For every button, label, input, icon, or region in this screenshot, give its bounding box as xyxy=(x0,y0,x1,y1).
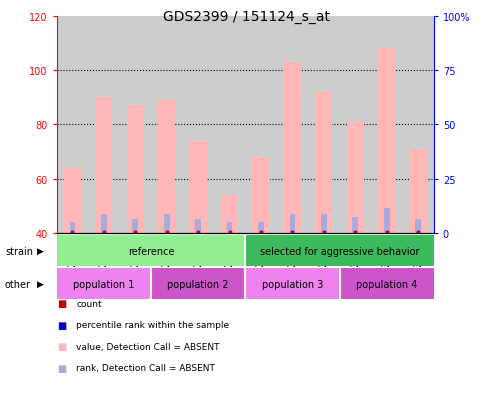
Bar xyxy=(95,98,112,233)
Bar xyxy=(340,268,434,299)
Bar xyxy=(308,17,340,233)
Bar xyxy=(214,17,246,233)
Bar xyxy=(189,141,207,233)
Bar xyxy=(158,100,176,233)
Bar xyxy=(315,93,332,233)
Bar xyxy=(57,17,88,233)
Bar xyxy=(101,214,106,233)
Bar xyxy=(321,214,327,233)
Text: GDS2399 / 151124_s_at: GDS2399 / 151124_s_at xyxy=(163,10,330,24)
Bar xyxy=(258,223,264,233)
Bar xyxy=(70,223,75,233)
Bar xyxy=(164,214,170,233)
Bar xyxy=(221,195,238,233)
Text: reference: reference xyxy=(128,246,174,256)
Bar xyxy=(402,17,434,233)
Text: other: other xyxy=(5,279,31,289)
Bar xyxy=(133,220,138,233)
Bar xyxy=(245,268,340,299)
Bar xyxy=(378,49,395,233)
Bar xyxy=(352,217,358,233)
Bar xyxy=(277,17,308,233)
Bar xyxy=(384,209,389,233)
Bar xyxy=(245,17,277,233)
Text: ■: ■ xyxy=(57,342,66,351)
Text: population 3: population 3 xyxy=(262,279,323,289)
Text: selected for aggressive behavior: selected for aggressive behavior xyxy=(260,246,420,256)
Bar xyxy=(252,157,270,233)
Text: rank, Detection Call = ABSENT: rank, Detection Call = ABSENT xyxy=(76,363,215,373)
Bar xyxy=(340,17,371,233)
Bar xyxy=(410,150,427,233)
Text: population 1: population 1 xyxy=(73,279,135,289)
Bar xyxy=(195,220,201,233)
Text: percentile rank within the sample: percentile rank within the sample xyxy=(76,320,230,330)
Bar xyxy=(371,17,402,233)
Text: ■: ■ xyxy=(57,320,66,330)
Text: ■: ■ xyxy=(57,363,66,373)
Text: ■: ■ xyxy=(57,299,66,309)
Text: value, Detection Call = ABSENT: value, Detection Call = ABSENT xyxy=(76,342,220,351)
Bar xyxy=(415,220,421,233)
Text: ▶: ▶ xyxy=(37,247,44,255)
Text: population 4: population 4 xyxy=(356,279,418,289)
Bar xyxy=(119,17,151,233)
Bar xyxy=(245,235,434,266)
Bar xyxy=(284,63,301,233)
Bar xyxy=(182,17,214,233)
Bar xyxy=(127,106,144,233)
Bar xyxy=(57,268,151,299)
Text: ▶: ▶ xyxy=(37,280,44,288)
Text: strain: strain xyxy=(5,246,33,256)
Bar xyxy=(88,17,119,233)
Bar xyxy=(57,235,245,266)
Bar xyxy=(227,223,232,233)
Bar xyxy=(289,214,295,233)
Text: population 2: population 2 xyxy=(168,279,229,289)
Bar xyxy=(151,268,245,299)
Bar xyxy=(347,122,364,233)
Bar xyxy=(151,17,182,233)
Text: count: count xyxy=(76,299,102,308)
Bar xyxy=(64,169,81,233)
